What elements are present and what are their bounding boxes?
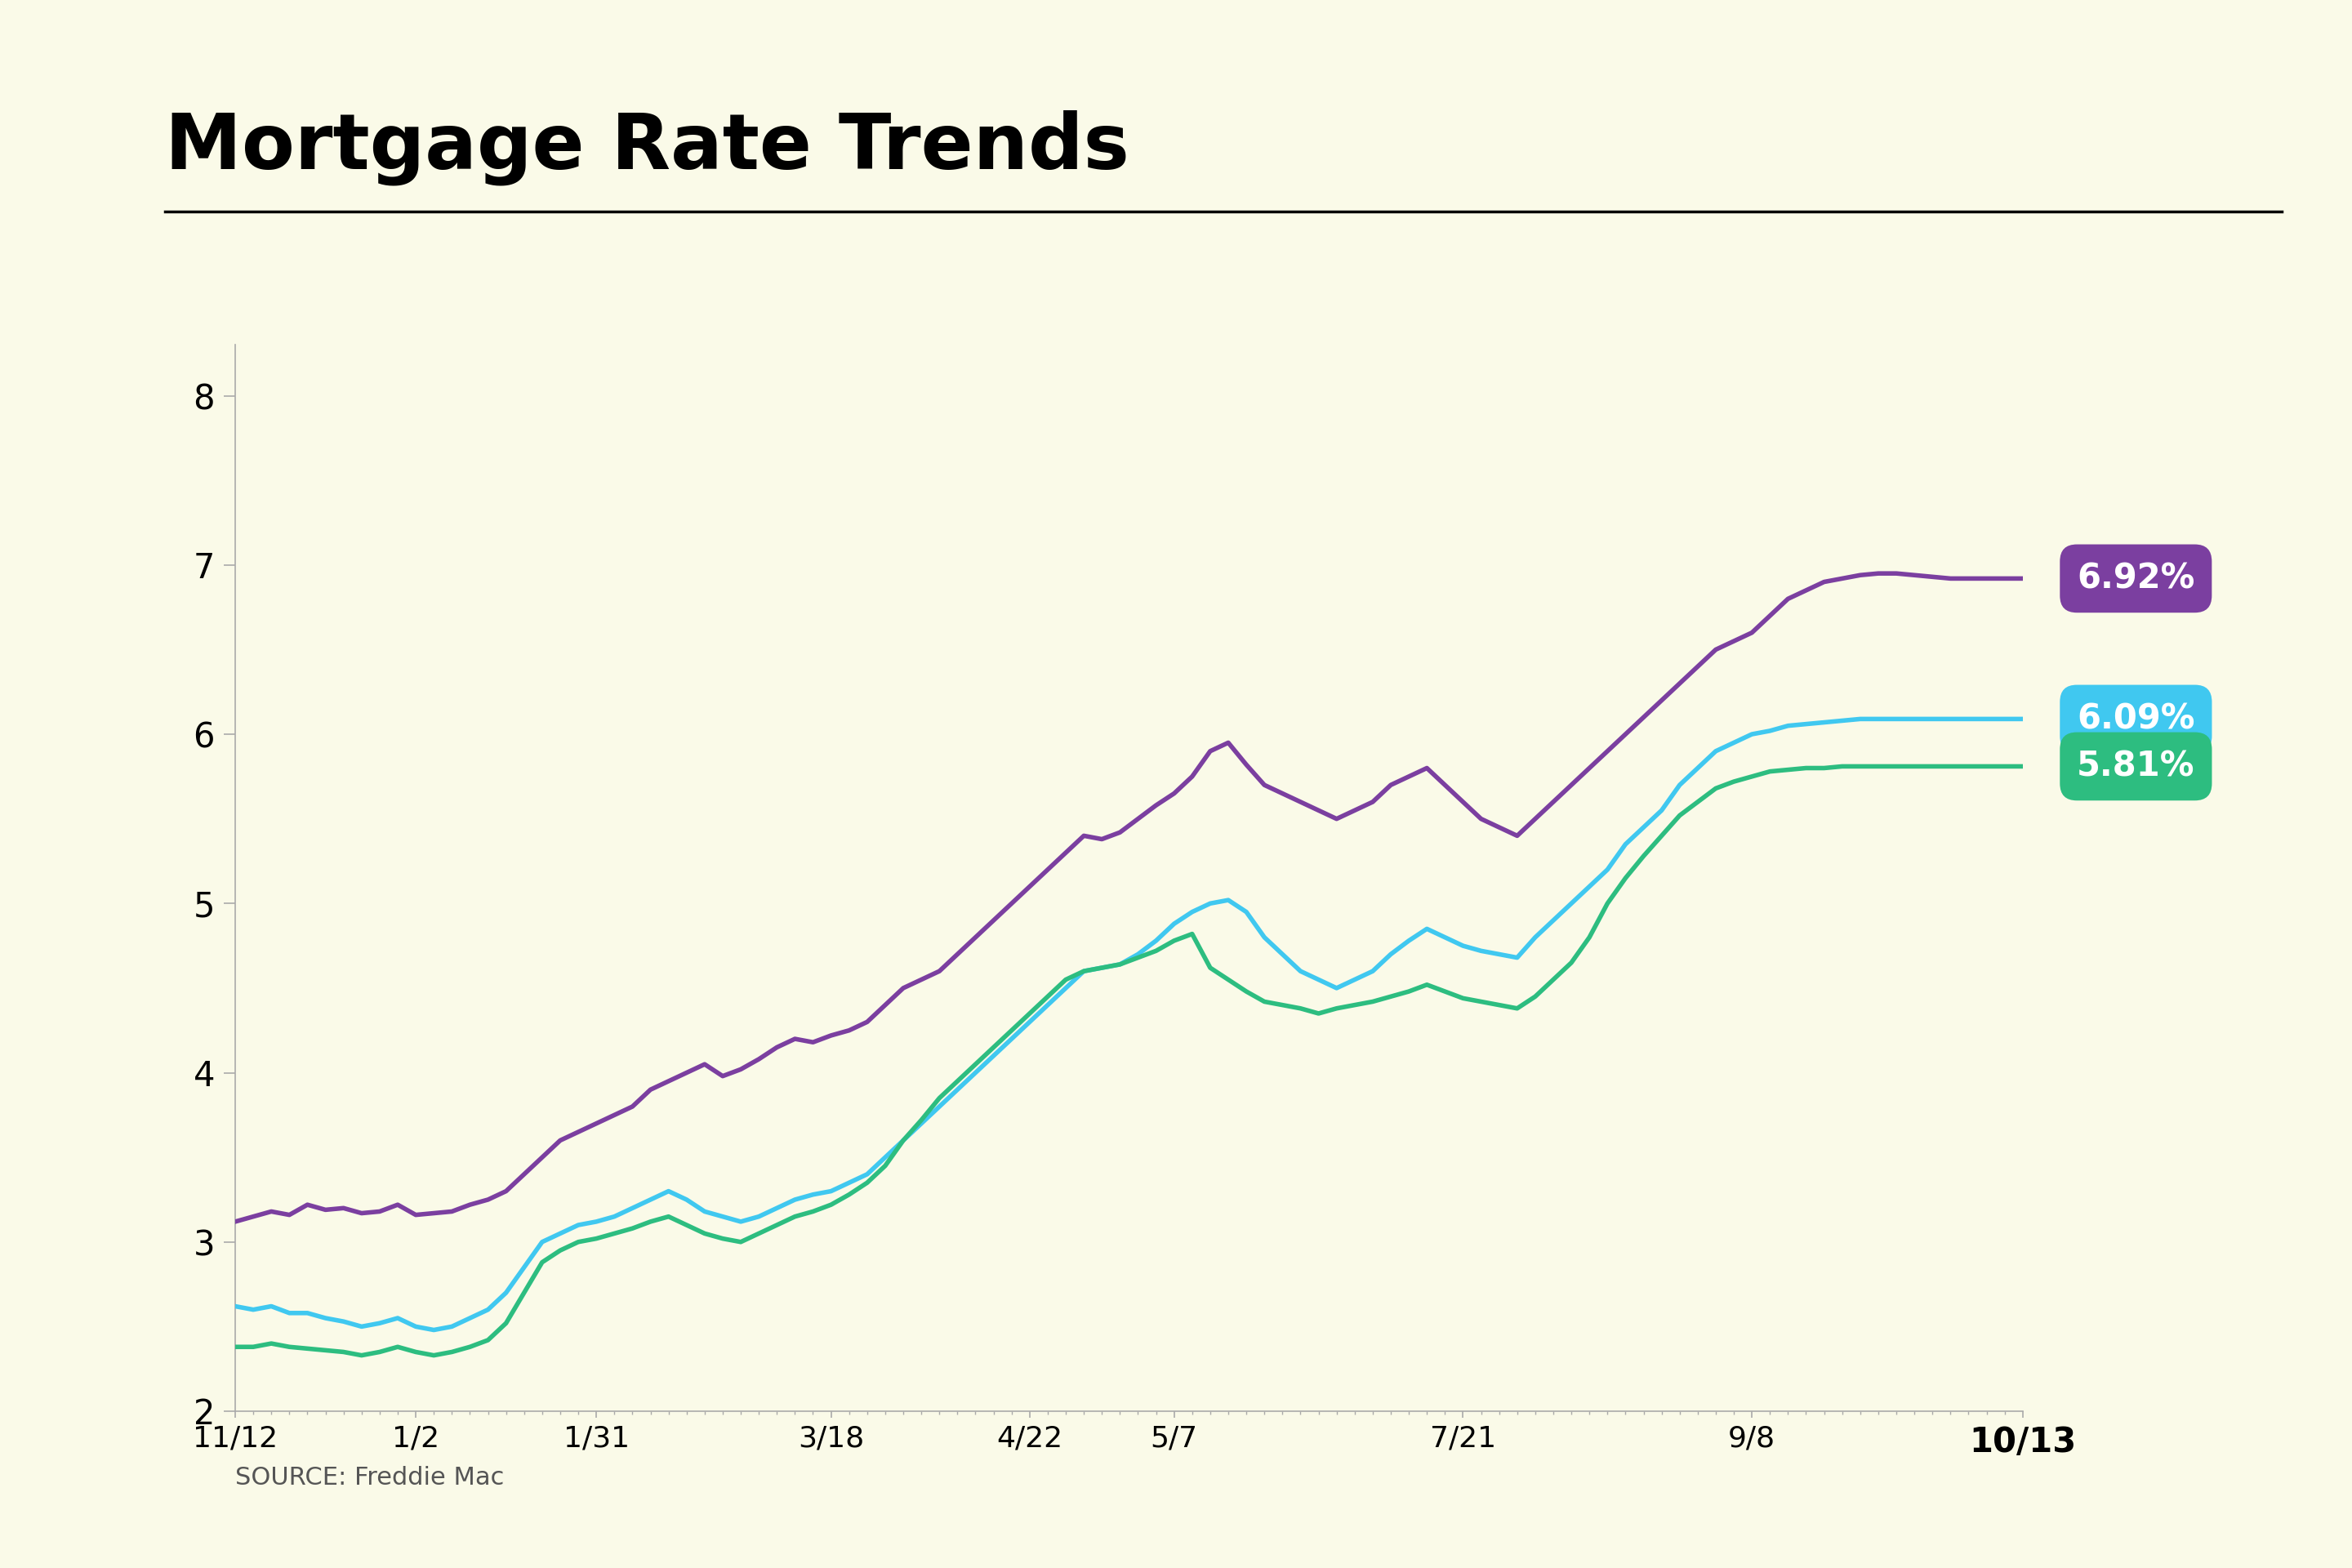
Text: 6.92%: 6.92% — [2077, 561, 2194, 596]
Text: 6.09%: 6.09% — [2077, 702, 2194, 735]
Legend: 30 YEAR FRM, 15 YEAR FRM, 5/1 ARM: 30 YEAR FRM, 15 YEAR FRM, 5/1 ARM — [1087, 0, 2009, 3]
Text: Mortgage Rate Trends: Mortgage Rate Trends — [165, 110, 1129, 185]
Text: 5.81%: 5.81% — [2077, 750, 2194, 784]
Text: SOURCE: Freddie Mac: SOURCE: Freddie Mac — [235, 1466, 503, 1490]
